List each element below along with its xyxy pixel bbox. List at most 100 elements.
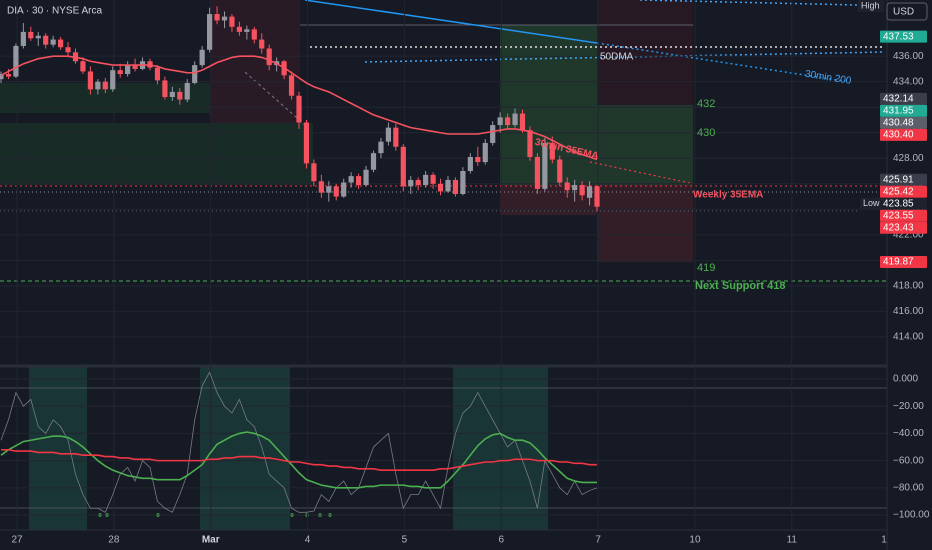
- price-label: 437.53: [883, 31, 914, 42]
- candle-body: [467, 156, 473, 172]
- ema-line: [0, 55, 598, 161]
- y-tick-label: −100.00: [893, 510, 930, 521]
- price-label: 419.87: [883, 257, 914, 268]
- x-tick-label: 28: [108, 535, 120, 546]
- candle-body: [199, 49, 205, 66]
- price-label-box: [880, 92, 927, 105]
- candle-body: [154, 67, 161, 81]
- candle-body: [385, 127, 391, 142]
- target-zone: [597, 105, 693, 185]
- candle-body: [408, 179, 414, 187]
- drawings: [0, 0, 932, 531]
- candle-body: [50, 39, 56, 45]
- candle-body: [303, 122, 310, 164]
- low-tag-box: [860, 197, 882, 210]
- candle-body: [177, 91, 183, 100]
- candle-body: [557, 159, 563, 183]
- candle-body: [28, 31, 34, 39]
- candle-body: [110, 70, 116, 90]
- candle-body: [132, 65, 138, 69]
- x-tick-label: 5: [402, 535, 408, 546]
- candle-body: [266, 48, 272, 66]
- price-label-box: [880, 30, 927, 43]
- candle-body: [288, 75, 295, 96]
- candle-body: [58, 39, 64, 48]
- candle-body: [102, 81, 108, 90]
- data-layer: [0, 0, 890, 530]
- oscillator-line: [1, 448, 597, 471]
- candle-body: [0, 74, 4, 80]
- candle-body: [117, 70, 123, 75]
- candle-body: [5, 74, 12, 77]
- candle-body: [125, 65, 131, 75]
- currency[interactable]: USD: [893, 7, 914, 18]
- trend-line: [364, 51, 886, 63]
- y-tick-label: 422.00: [893, 229, 924, 240]
- candle-body: [244, 29, 250, 32]
- y-tick-label: 0.000: [893, 374, 918, 385]
- annotation: 50DMA: [600, 52, 634, 63]
- trend-line: [244, 71, 306, 126]
- candle-body: [207, 14, 213, 50]
- candle-body: [586, 186, 593, 198]
- zone: [597, 0, 693, 105]
- price-label: 430.48: [883, 118, 914, 129]
- oscillator-line: [0, 371, 598, 513]
- candle-body: [65, 47, 71, 53]
- candle-body: [519, 113, 526, 131]
- candle-body: [162, 80, 168, 97]
- price-label: 423.43: [883, 222, 914, 233]
- currency-box[interactable]: [886, 2, 928, 21]
- candle-body: [490, 125, 496, 143]
- candle-body: [393, 127, 399, 147]
- candle-body: [415, 179, 421, 186]
- price-label: 430.40: [883, 130, 914, 141]
- candle-body: [43, 35, 49, 45]
- price-label: 425.91: [883, 174, 914, 185]
- x-tick-label: 11: [787, 535, 798, 546]
- price-label-box: [880, 128, 927, 141]
- price-label-box: [880, 197, 927, 210]
- candle-body: [341, 182, 347, 197]
- y-tick-label: 416.00: [893, 306, 924, 317]
- y-tick-label: −20.00: [893, 401, 924, 412]
- symbol-title: DIA · 30 · NYSE Arca: [7, 6, 102, 17]
- candle-body: [95, 81, 101, 90]
- price-label: 432.14: [883, 94, 914, 105]
- candle-body: [184, 82, 190, 100]
- candle-body: [80, 61, 86, 72]
- candle-body: [400, 146, 406, 187]
- candle-body: [549, 142, 555, 160]
- candle-body: [475, 156, 481, 163]
- candle-body: [505, 117, 511, 126]
- axis-layer: 414.00416.00418.00420.00422.00424.00426.…: [11, 0, 930, 546]
- y-tick-label: 434.00: [893, 76, 924, 87]
- x-tick-label: 4: [305, 535, 311, 546]
- target-zone: [500, 25, 597, 185]
- candle-body: [326, 186, 332, 193]
- candle-body: [236, 26, 242, 32]
- candle-body: [430, 174, 436, 184]
- price-label: 431.95: [883, 106, 914, 117]
- annotation: Weekly 35EMA: [693, 190, 763, 201]
- x-tick-label: 6: [498, 535, 504, 546]
- candle-body: [20, 31, 26, 46]
- candle-body: [423, 174, 429, 186]
- candle-body: [348, 176, 354, 183]
- candle-body: [221, 16, 228, 21]
- y-tick-label: 418.00: [893, 281, 924, 292]
- candle-body: [512, 113, 518, 126]
- trend-line: [304, 0, 598, 44]
- candle-body: [534, 156, 540, 189]
- candle-body: [460, 171, 466, 194]
- high-tag-box: [858, 0, 884, 12]
- candle-body: [363, 169, 369, 186]
- candle-body: [564, 182, 570, 191]
- candle-body: [452, 179, 459, 194]
- candle-body: [192, 65, 198, 83]
- candle-body: [527, 130, 533, 157]
- price-label-box: [880, 209, 927, 222]
- annotation: Next Support 418: [695, 280, 785, 292]
- candle-body: [370, 153, 377, 170]
